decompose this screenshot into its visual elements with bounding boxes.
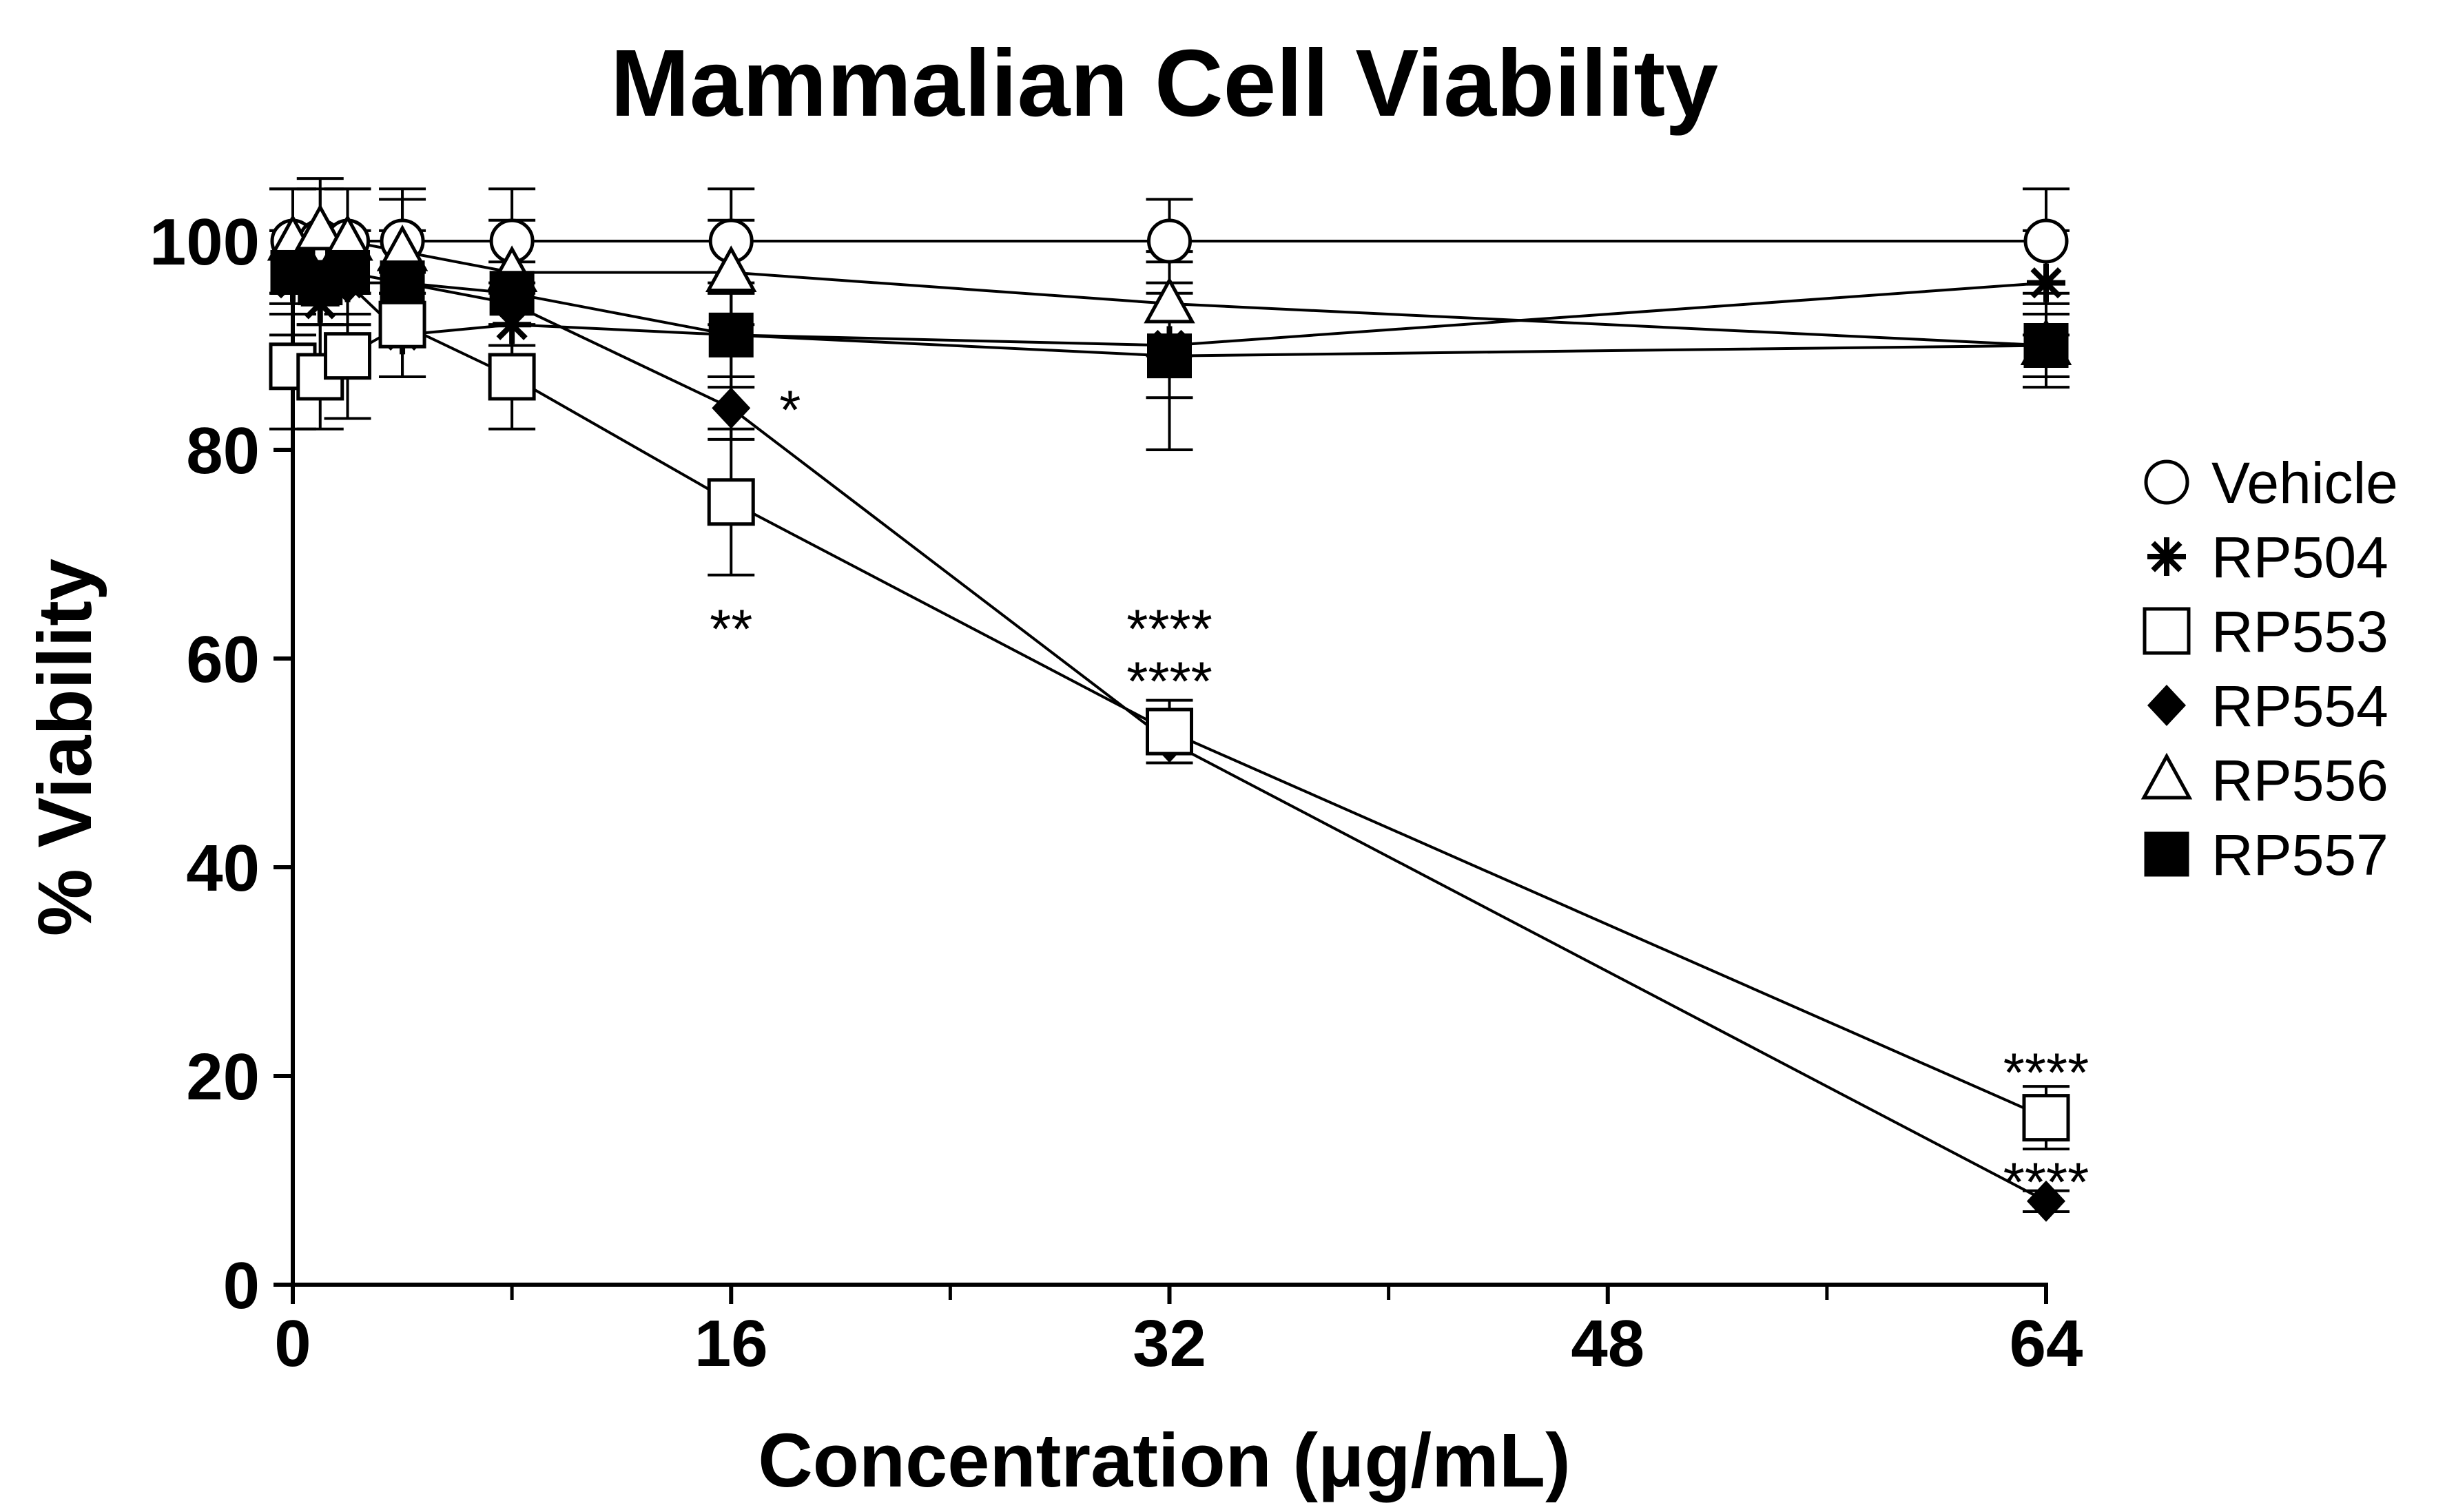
legend-item-rp553: RP553 [2143, 599, 2388, 664]
legend-item-rp556: RP556 [2140, 748, 2388, 813]
data-point-rp554 [328, 262, 367, 304]
significance-annotation: **** [1126, 650, 1212, 712]
data-point-vehicle [2023, 218, 2069, 264]
legend-item-rp557: RP557 [2144, 822, 2388, 887]
x-tick-label: 0 [274, 1307, 311, 1380]
significance-annotation: **** [1126, 599, 1212, 660]
data-point-rp557 [2023, 323, 2069, 368]
legend-marker [2140, 752, 2193, 800]
legend-label: RP557 [2211, 822, 2388, 887]
data-point-rp553 [488, 353, 536, 401]
data-point-rp556 [294, 203, 346, 251]
legend-marker [2144, 831, 2189, 877]
y-tick-label: 60 [186, 623, 260, 696]
data-point-rp556 [705, 245, 757, 292]
legend-label: RP554 [2211, 674, 2388, 738]
significance-annotation: * [779, 379, 801, 440]
data-point-rp553 [707, 478, 755, 526]
data-point-rp556 [1144, 276, 1195, 324]
annotations: *** **************** [710, 379, 2089, 1212]
legend-item-rp504: RP504 [2147, 525, 2388, 590]
legend-marker [2147, 537, 2186, 576]
y-tick-label: 20 [186, 1040, 260, 1114]
data-point-rp557 [1147, 333, 1192, 379]
legend-marker [2144, 459, 2189, 505]
x-tick-label: 32 [1133, 1307, 1206, 1380]
legend-label: RP556 [2211, 748, 2388, 813]
axes: 0 20 40 60 80 100 0 16 32 48 64 [149, 205, 2083, 1380]
data-point-rp553 [1146, 707, 1193, 756]
chart-title: Mammalian Cell Viability [610, 30, 1718, 136]
data-point-rp554 [712, 387, 751, 429]
legend: Vehicle RP504 RP553 RP554 RP556 RP557 [2140, 451, 2398, 887]
data-point-rp553 [324, 332, 372, 380]
data-point-rp554 [2027, 1180, 2065, 1222]
significance-annotation: ** [710, 599, 752, 660]
legend-label: RP553 [2211, 599, 2388, 664]
x-axis-label: Concentration (μg/mL) [758, 1418, 1570, 1503]
x-tick-label: 64 [2010, 1307, 2083, 1380]
legend-marker [2143, 607, 2191, 655]
legend-item-rp554: RP554 [2147, 674, 2388, 738]
data-point-rp554 [383, 262, 422, 304]
legend-label: Vehicle [2211, 451, 2398, 515]
y-tick-label: 80 [186, 414, 260, 488]
significance-annotation: **** [2003, 1152, 2089, 1213]
legend-marker [2147, 685, 2186, 726]
y-tick-label: 100 [149, 205, 260, 279]
data-point-rp553 [2022, 1094, 2070, 1142]
data-point-rp553 [378, 300, 426, 349]
y-axis-label: % Viability [23, 559, 107, 936]
data-point-rp557 [708, 312, 754, 358]
legend-label: RP504 [2211, 525, 2388, 590]
x-tick-label: 16 [694, 1307, 768, 1380]
data-point-vehicle [1147, 218, 1192, 264]
series-markers [267, 203, 2072, 1222]
data-point-rp504 [2027, 263, 2065, 302]
legend-item-vehicle: Vehicle [2144, 451, 2398, 515]
significance-annotation: **** [2003, 1042, 2089, 1103]
data-point-rp554 [493, 282, 532, 324]
x-tick-label: 48 [1571, 1307, 1644, 1380]
y-tick-label: 0 [223, 1249, 260, 1323]
data-point-rp554 [300, 262, 340, 304]
y-tick-label: 40 [186, 831, 260, 905]
